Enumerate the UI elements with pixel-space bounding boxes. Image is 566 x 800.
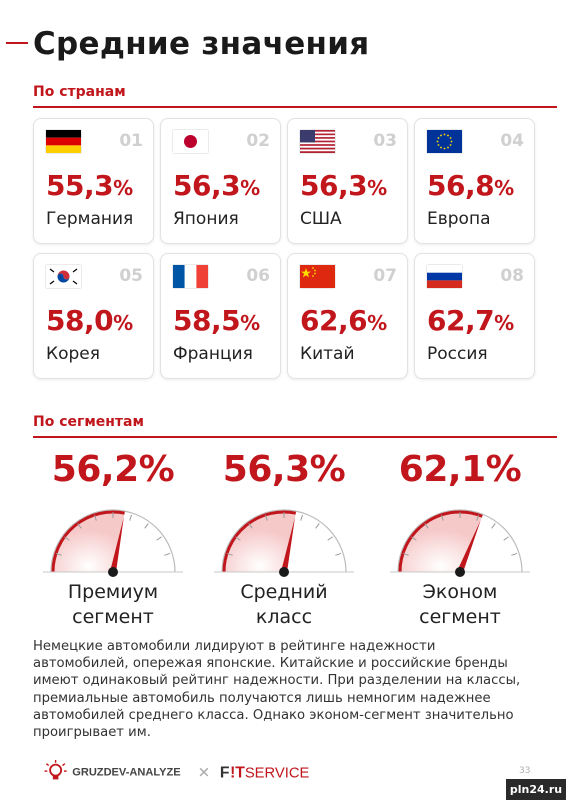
card-number: 02 [246, 131, 270, 151]
gauge-needle [281, 517, 296, 573]
country-percentage: 62,7% [427, 304, 514, 337]
gauge-dial [43, 509, 183, 577]
gauge-needle [457, 519, 481, 574]
country-card: 03 56,3% США [287, 118, 408, 244]
percentage-sign: % [113, 311, 133, 335]
card-number: 05 [119, 266, 143, 286]
segment-label: Эконом сегмент [370, 580, 550, 630]
country-card: 01 55,3% Германия [33, 118, 154, 244]
percentage-sign: % [367, 176, 387, 200]
gauge-dial [390, 509, 530, 577]
gauge-hub [279, 567, 289, 577]
country-card: 08 62,7% Россия [414, 253, 535, 379]
percentage-value: 56,8 [427, 169, 495, 202]
segment-label-line2: класс [255, 606, 313, 628]
segment-value: 62,1 [398, 449, 486, 490]
card-number: 01 [119, 131, 143, 151]
china-flag-icon [300, 265, 335, 288]
gauge-hub [108, 567, 118, 577]
percentage-sign: % [367, 311, 387, 335]
section-heading-countries: По странам [33, 84, 126, 100]
lightbulb-icon [44, 760, 67, 780]
segment-label-line1: Эконом [422, 581, 498, 603]
percentage-sign: % [113, 176, 133, 200]
country-name: Германия [46, 209, 134, 229]
france-flag-icon [173, 265, 208, 288]
segment-label-line2: сегмент [72, 606, 154, 628]
segment-label-line2: сегмент [419, 606, 501, 628]
segment-label-line1: Премиум [67, 581, 159, 603]
page-number: 33 [519, 766, 531, 776]
card-number: 07 [373, 266, 397, 286]
brand-fitservice-mid: !T [230, 765, 245, 782]
country-card: 05 58,0% Корея [33, 253, 154, 379]
segment-label: Средний класс [194, 580, 374, 630]
title-accent-line [6, 42, 28, 44]
country-percentage: 56,3% [173, 169, 260, 202]
country-card: 06 58,5% Франция [160, 253, 281, 379]
segment-percentage: 56,3% [194, 449, 374, 490]
germany-flag-icon [46, 130, 81, 153]
percentage-sign: % [494, 311, 514, 335]
country-name: Франция [173, 344, 253, 364]
japan-flag-icon [173, 130, 208, 153]
segment-value: 56,3 [222, 449, 310, 490]
russia-flag-icon [427, 265, 462, 288]
percentage-sign: % [240, 311, 260, 335]
brand-fitservice-suffix: SERVICE [245, 766, 310, 782]
section-rule-countries [33, 106, 557, 108]
summary-paragraph: Немецкие автомобили лидируют в рейтинге … [33, 639, 521, 741]
brand-fitservice-prefix: F [220, 765, 230, 782]
footer-logos: GRUZDEV-ANALYZE ✕ F !T SERVICE [44, 760, 310, 782]
brand-gruzdev: GRUZDEV-ANALYZE [72, 767, 180, 779]
country-card: 02 56,3% Япония [160, 118, 281, 244]
korea-flag-icon [46, 265, 81, 288]
segment-percentage: 62,1% [370, 449, 550, 490]
watermark: pln24.ru [506, 779, 566, 800]
segment-percent-sign: % [485, 449, 522, 490]
section-rule-segments [33, 436, 557, 438]
percentage-value: 62,6 [300, 304, 368, 337]
card-number: 06 [246, 266, 270, 286]
country-percentage: 56,3% [300, 169, 387, 202]
segment-label-line1: Средний [240, 581, 328, 603]
percentage-sign: % [240, 176, 260, 200]
percentage-value: 58,5 [173, 304, 241, 337]
percentage-value: 56,3 [173, 169, 241, 202]
percentage-sign: % [494, 176, 514, 200]
section-heading-segments: По сегментам [33, 414, 144, 430]
segment-percentage: 56,2% [23, 449, 203, 490]
country-name: Корея [46, 344, 100, 364]
country-percentage: 56,8% [427, 169, 514, 202]
country-percentage: 58,0% [46, 304, 133, 337]
country-name: Россия [427, 344, 488, 364]
country-name: Китай [300, 344, 355, 364]
country-name: Япония [173, 209, 239, 229]
usa-flag-icon [300, 130, 335, 153]
segment-percent-sign: % [309, 449, 346, 490]
segment-percent-sign: % [138, 449, 175, 490]
country-percentage: 62,6% [300, 304, 387, 337]
country-name: Европа [427, 209, 491, 229]
brand-separator: ✕ [198, 765, 210, 782]
gauge-hub [455, 567, 465, 577]
card-number: 04 [500, 131, 524, 151]
segment-value: 56,2 [51, 449, 139, 490]
percentage-value: 56,3 [300, 169, 368, 202]
country-percentage: 58,5% [173, 304, 260, 337]
segment-label: Премиум сегмент [23, 580, 203, 630]
gauge-dial [214, 509, 354, 577]
gauge-needle [110, 517, 124, 573]
percentage-value: 62,7 [427, 304, 495, 337]
country-name: США [300, 209, 342, 229]
card-number: 03 [373, 131, 397, 151]
percentage-value: 58,0 [46, 304, 114, 337]
percentage-value: 55,3 [46, 169, 114, 202]
country-card: 04 56,8% Европа [414, 118, 535, 244]
card-number: 08 [500, 266, 524, 286]
country-card: 07 62,6% Китай [287, 253, 408, 379]
country-percentage: 55,3% [46, 169, 133, 202]
eu-flag-icon [427, 130, 462, 153]
page-title: Средние значения [33, 26, 370, 62]
